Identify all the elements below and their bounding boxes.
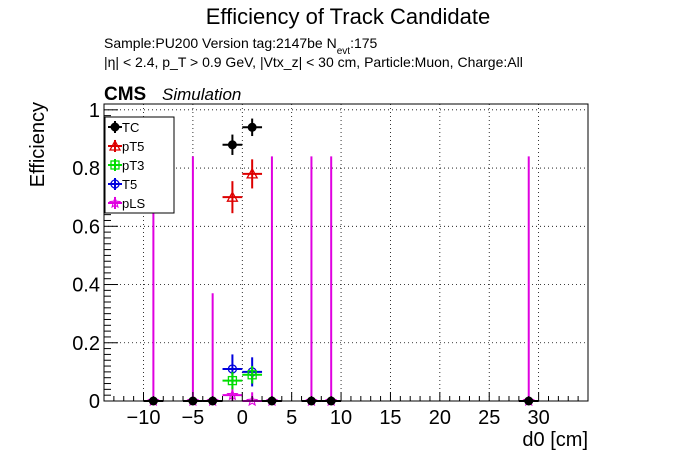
- x-tick-label: −5: [181, 407, 204, 429]
- series-pt5: [222, 159, 263, 214]
- data-point: [245, 394, 259, 407]
- data-point: [246, 167, 259, 179]
- legend-label: pLS: [122, 196, 145, 211]
- legend-marker: [108, 139, 122, 151]
- x-axis-label: d0 [cm]: [522, 429, 588, 451]
- data-layer: [143, 118, 539, 407]
- legend-marker: [110, 160, 120, 170]
- data-point: [227, 375, 238, 386]
- y-tick-label: 0: [89, 391, 100, 413]
- x-tick-label: 30: [527, 407, 549, 429]
- legend-label: pT5: [122, 139, 144, 154]
- plot-frame: [103, 103, 589, 402]
- data-point: [247, 122, 257, 132]
- info-line-1-post: :175: [350, 35, 377, 51]
- y-tick-label: 0.8: [72, 158, 100, 180]
- x-tick-label: −10: [127, 407, 161, 429]
- legend-label: pT3: [122, 158, 144, 173]
- legend-label: TC: [122, 120, 139, 135]
- x-tick-label: 10: [330, 407, 352, 429]
- x-tick-label: 20: [429, 407, 451, 429]
- info-line-1: Sample:PU200 Version tag:2147be Nevt:175: [104, 35, 378, 57]
- data-point: [247, 370, 257, 380]
- axis-ticks: −10 −5 0 5 10 15 20 25 30 0 0.2 0.4 0.6 0.8 1: [72, 100, 579, 429]
- x-tick-label: 15: [379, 407, 401, 429]
- simulation-label: Simulation: [162, 85, 241, 104]
- info-line-2: |η| < 2.4, p_T > 0.9 GeV, |Vtx_z| < 30 c…: [104, 54, 523, 70]
- legend-marker: [110, 122, 120, 132]
- y-axis-label: Efficiency: [27, 102, 49, 187]
- info-line-1-pre: Sample:PU200 Version tag:2147be N: [104, 35, 337, 51]
- y-tick-label: 0.2: [72, 333, 100, 355]
- y-tick-label: 0.4: [72, 275, 100, 297]
- series-tc: [143, 118, 539, 406]
- x-tick-label: 25: [478, 407, 500, 429]
- legend-marker: [108, 196, 122, 209]
- grid: [104, 104, 588, 401]
- y-tick-label: 0.6: [72, 216, 100, 238]
- legend-marker: [110, 179, 120, 189]
- x-tick-label: 5: [286, 407, 297, 429]
- data-point: [226, 190, 239, 202]
- y-tick-label: 1: [89, 100, 100, 122]
- legend: TC pT5 pT3 T5 pLS: [104, 116, 175, 214]
- cms-label: CMS: [104, 84, 146, 105]
- series-pt3: [222, 366, 263, 390]
- data-point: [227, 140, 237, 150]
- info-line-1-sub: evt: [337, 46, 351, 57]
- legend-label: T5: [122, 177, 137, 192]
- x-tick-label: 0: [237, 407, 248, 429]
- chart-title: Efficiency of Track Candidate: [206, 4, 491, 29]
